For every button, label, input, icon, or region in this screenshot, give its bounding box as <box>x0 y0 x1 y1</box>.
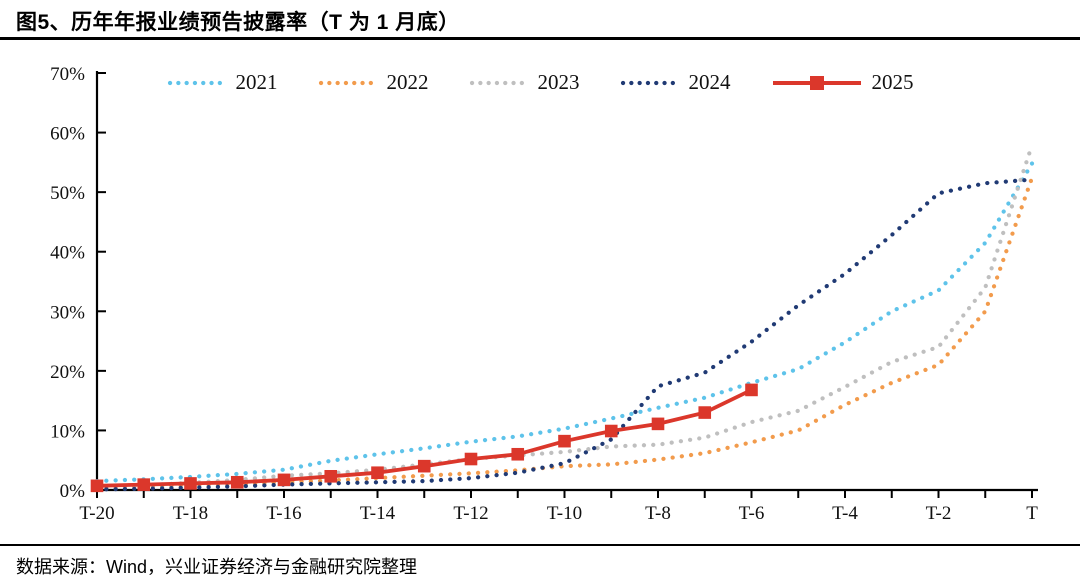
x-tick-label: T-4 <box>832 503 858 524</box>
series-marker-2025 <box>90 479 104 493</box>
y-tick-label: 0% <box>60 481 86 502</box>
series-marker-2025 <box>277 473 291 487</box>
y-tick-label: 70% <box>50 64 85 85</box>
title-underline <box>0 37 1080 40</box>
x-tick-label: T-8 <box>645 503 671 524</box>
x-tick-label: T-14 <box>360 503 396 524</box>
x-tick-label: T <box>1026 503 1038 524</box>
data-source-note: 数据来源：Wind，兴业证券经济与金融研究院整理 <box>16 557 418 577</box>
legend-label-2022: 2022 <box>386 70 429 94</box>
series-line-2021 <box>94 161 1035 484</box>
legend-swatch-icon-2023 <box>469 80 528 85</box>
series-marker-2025 <box>371 466 384 480</box>
x-tick-label: T-20 <box>79 503 114 524</box>
series-marker-2025 <box>698 406 712 419</box>
legend-label-2024: 2024 <box>688 70 731 94</box>
legend-item-2025: 2025 <box>771 70 914 95</box>
series-marker-2025 <box>745 383 758 397</box>
legend-swatch-icon-2021 <box>167 80 226 85</box>
series-marker-2025 <box>604 424 618 438</box>
series-marker-2025 <box>511 447 525 461</box>
legend-item-2021: 2021 <box>167 70 278 95</box>
y-tick-label: 30% <box>50 302 85 323</box>
legend-label-2023: 2023 <box>537 70 580 94</box>
legend-swatch-icon-2024 <box>620 80 679 85</box>
figure-title: 图5、历年年报业绩预告披露率（T 为 1 月底） <box>16 11 460 34</box>
legend-label-2021: 2021 <box>235 70 278 94</box>
legend-item-2023: 2023 <box>469 70 580 95</box>
x-tick-label: T-6 <box>739 503 765 524</box>
chart-legend: 2021 2022 2023 2024 2025 <box>0 70 1080 95</box>
x-tick-label: T-2 <box>926 503 952 524</box>
legend-item-2024: 2024 <box>620 70 731 95</box>
legend-label-2025: 2025 <box>871 70 914 94</box>
series-marker-2025 <box>184 477 197 490</box>
footer-divider <box>0 544 1080 546</box>
x-tick-label: T-10 <box>547 503 582 524</box>
series-marker-2025 <box>137 478 151 491</box>
series-line-2023 <box>94 143 1035 490</box>
x-tick-label: T-16 <box>266 503 301 524</box>
series-marker-2025 <box>651 417 665 431</box>
series-marker-2025 <box>324 469 338 483</box>
legend-swatch-icon-2025 <box>772 75 861 90</box>
legend-swatch-icon-2022 <box>318 80 377 85</box>
series-marker-2025 <box>558 434 571 448</box>
x-tick-label: T-18 <box>173 503 208 524</box>
y-tick-label: 50% <box>50 183 85 204</box>
series-marker-2025 <box>417 459 431 473</box>
series-marker-2025 <box>464 452 478 466</box>
series-marker-2025 <box>230 475 244 489</box>
y-tick-label: 10% <box>50 421 85 442</box>
y-tick-label: 60% <box>50 124 85 145</box>
legend-item-2022: 2022 <box>318 70 429 95</box>
x-tick-label: T-12 <box>453 503 488 524</box>
y-tick-label: 40% <box>50 243 85 264</box>
y-tick-label: 20% <box>50 362 85 383</box>
